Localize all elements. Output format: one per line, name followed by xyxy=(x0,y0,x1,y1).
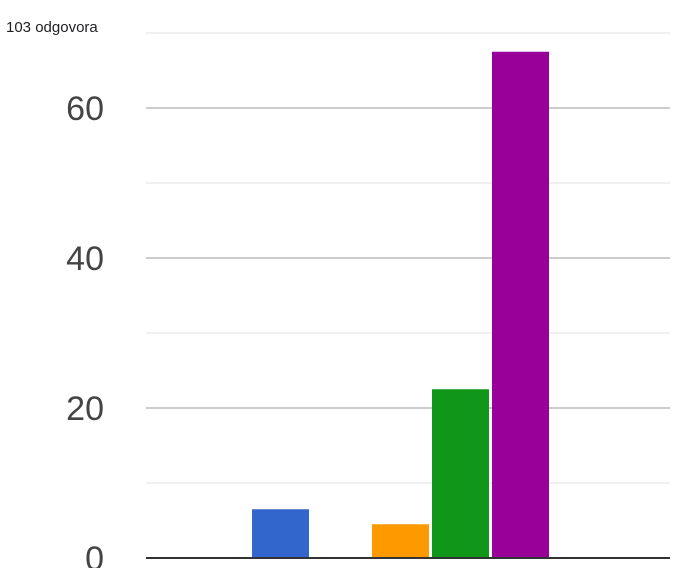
gridlines xyxy=(146,32,670,484)
bars xyxy=(252,51,549,558)
y-tick-label: 20 xyxy=(66,390,104,428)
y-tick-label: 0 xyxy=(85,540,104,568)
y-tick-label: 40 xyxy=(66,240,104,278)
bar[interactable] xyxy=(492,51,549,558)
y-tick-label: 60 xyxy=(66,90,104,128)
y-axis-ticks: 0 20 40 60 xyxy=(66,90,104,568)
bar[interactable] xyxy=(432,389,489,558)
response-count: 103 odgovora xyxy=(6,19,98,36)
bar[interactable] xyxy=(252,509,309,558)
bar[interactable] xyxy=(372,524,429,558)
